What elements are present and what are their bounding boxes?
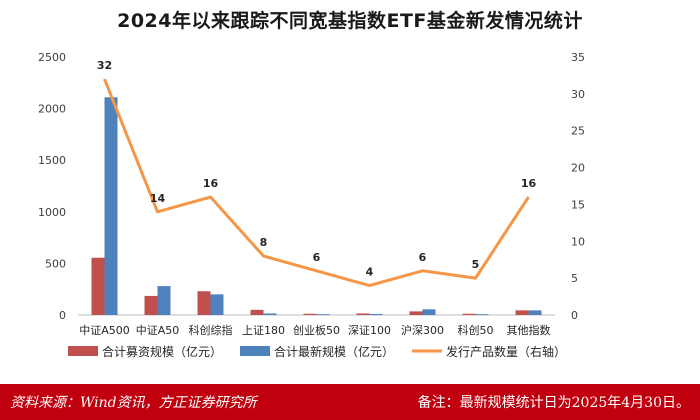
category-label: 深证100 bbox=[348, 324, 391, 337]
bar bbox=[528, 310, 542, 315]
bar bbox=[303, 313, 317, 315]
data-label: 8 bbox=[260, 236, 268, 249]
data-label: 6 bbox=[419, 251, 427, 264]
y-left-tick-label: 0 bbox=[59, 309, 66, 322]
data-label: 16 bbox=[203, 177, 219, 190]
series-line bbox=[103, 78, 530, 288]
category-label: 中证A50 bbox=[136, 324, 180, 337]
y-left-tick-label: 2000 bbox=[38, 103, 66, 116]
y-right-tick-label: 30 bbox=[571, 88, 585, 101]
y-left-tick-label: 1000 bbox=[38, 206, 66, 219]
bar bbox=[475, 314, 489, 315]
line-series: 32 14 16 8 6 4 6 5 16 bbox=[97, 59, 537, 288]
data-label: 32 bbox=[97, 59, 112, 72]
category-labels: 中证A500 中证A50 科创综指 上证180 创业板50 深证100 沪深300 科创50 其… bbox=[79, 323, 550, 337]
y-right-tick-label: 25 bbox=[571, 125, 585, 138]
y-right-tick-label: 35 bbox=[571, 51, 585, 64]
legend-label: 合计最新规模（亿元） bbox=[274, 344, 394, 359]
category-label: 科创综指 bbox=[189, 323, 233, 337]
category-label: 沪深300 bbox=[401, 323, 444, 337]
y-right-tick-label: 15 bbox=[571, 198, 585, 211]
y-right-tick-label: 5 bbox=[571, 272, 578, 285]
footer-note: 备注：最新规模统计日为2025年4月30日。 bbox=[417, 395, 690, 411]
bar bbox=[316, 314, 330, 315]
bar bbox=[157, 286, 171, 315]
chart-axes: 0 500 1000 1500 2000 2500 0 5 10 15 20 25 30 35 bbox=[38, 51, 585, 322]
category-label: 科创50 bbox=[458, 323, 494, 337]
category-label: 上证180 bbox=[242, 324, 285, 337]
bar bbox=[409, 311, 423, 315]
y-left-tick-label: 1500 bbox=[38, 154, 66, 167]
bar bbox=[144, 295, 158, 315]
bar bbox=[197, 291, 211, 315]
data-label: 6 bbox=[313, 251, 321, 264]
data-label: 4 bbox=[366, 266, 374, 279]
bar bbox=[210, 294, 224, 315]
category-label: 其他指数 bbox=[507, 323, 551, 337]
bar bbox=[104, 97, 118, 315]
chart-canvas: 0 500 1000 1500 2000 2500 0 5 10 15 20 25 30 35 32 14 1… bbox=[38, 51, 585, 359]
footer-bar: 资料来源：Wind资讯，方正证券研究所 备注：最新规模统计日为2025年4月30… bbox=[0, 384, 700, 420]
data-label: 5 bbox=[472, 258, 480, 271]
y-right-tick-label: 10 bbox=[571, 235, 585, 248]
bar bbox=[356, 313, 370, 315]
legend-label: 发行产品数量（右轴） bbox=[446, 344, 566, 359]
bar bbox=[462, 313, 476, 315]
bar bbox=[263, 313, 277, 315]
y-left-tick-label: 500 bbox=[45, 257, 66, 270]
category-label: 中证A500 bbox=[79, 324, 130, 337]
y-right-tick-label: 20 bbox=[571, 162, 585, 175]
chart-title: 2024年以来跟踪不同宽基指数ETF基金新发情况统计 bbox=[117, 10, 583, 32]
bar-series bbox=[91, 97, 542, 315]
category-label: 创业板50 bbox=[293, 323, 340, 337]
y-left-tick-label: 2500 bbox=[38, 51, 66, 64]
y-right-tick-label: 0 bbox=[571, 309, 578, 322]
bar bbox=[250, 309, 264, 315]
bar bbox=[369, 313, 383, 315]
bar bbox=[91, 257, 105, 315]
legend: 合计募资规模（亿元） 合计最新规模（亿元） 发行产品数量（右轴） bbox=[68, 344, 566, 359]
legend-swatch bbox=[68, 346, 98, 356]
data-label: 14 bbox=[150, 192, 166, 205]
footer-source: 资料来源：Wind资讯，方正证券研究所 bbox=[10, 395, 257, 411]
legend-label: 合计募资规模（亿元） bbox=[102, 344, 222, 359]
data-label: 16 bbox=[521, 177, 537, 190]
legend-swatch bbox=[240, 346, 270, 356]
bar bbox=[515, 310, 529, 315]
bar bbox=[422, 309, 436, 315]
